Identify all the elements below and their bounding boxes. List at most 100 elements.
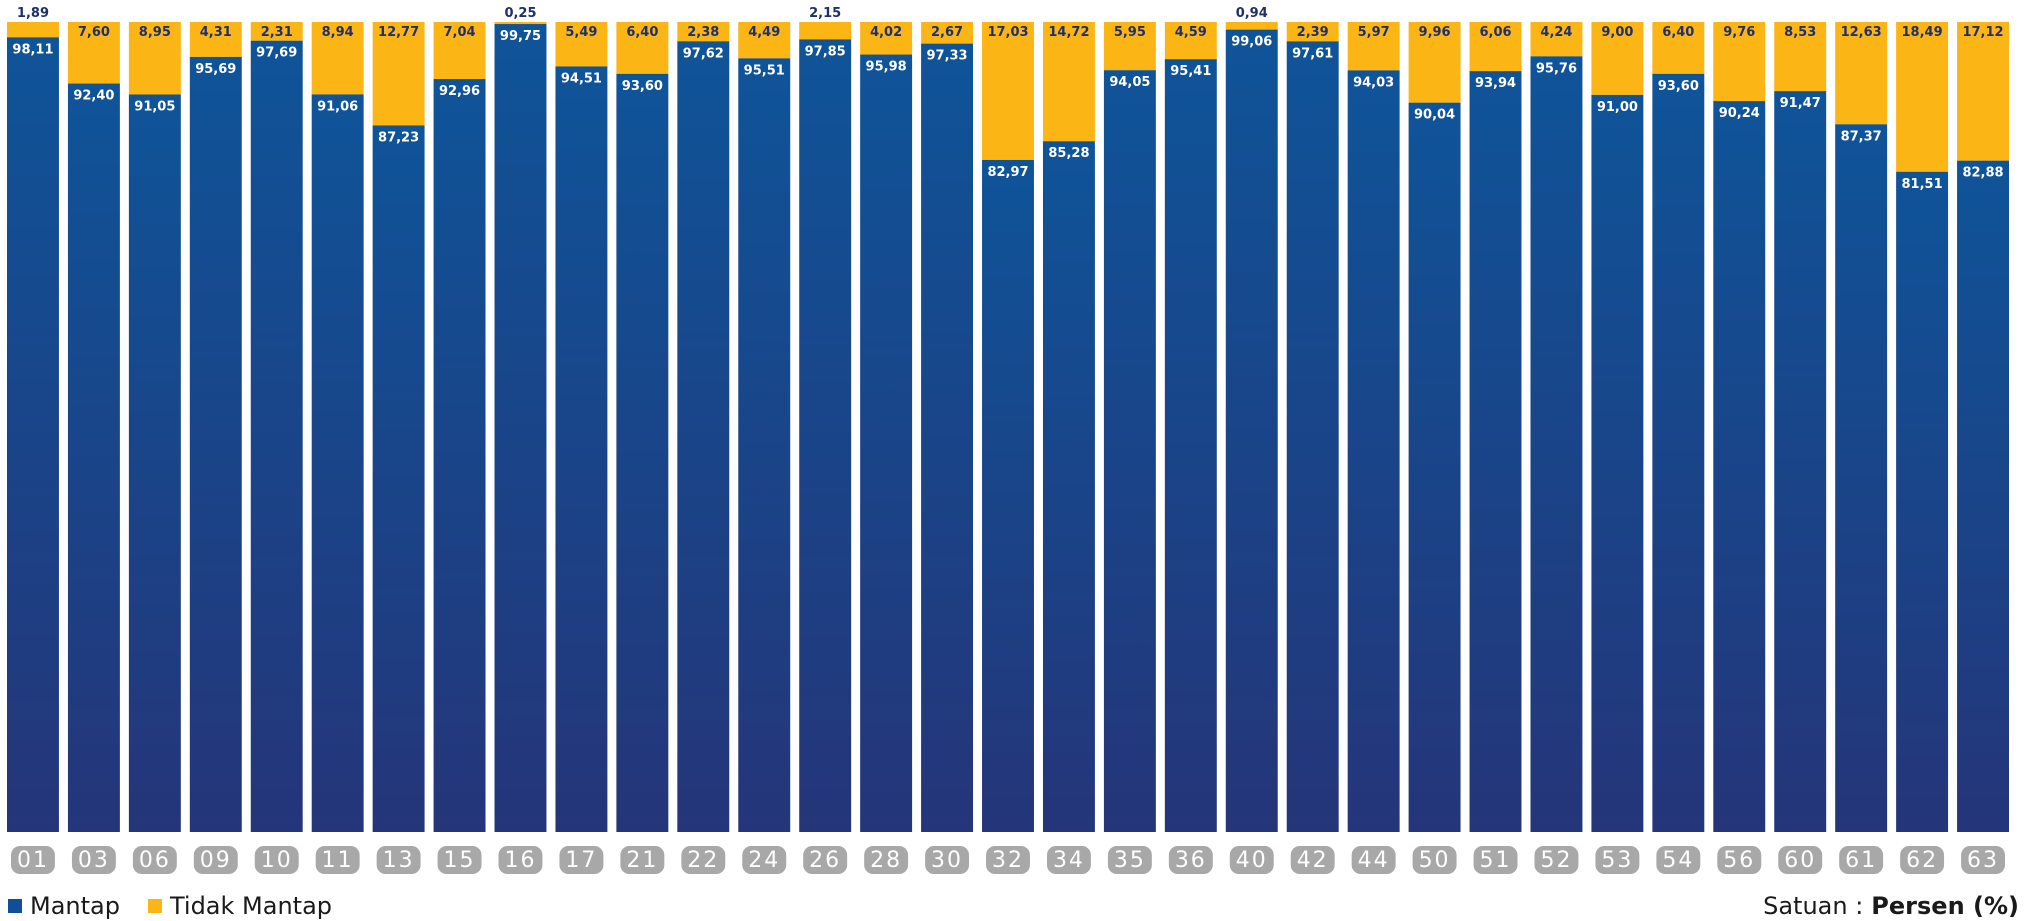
category-pill-63 <box>1961 846 2005 874</box>
label-mantap-26: 97,85 <box>805 44 846 59</box>
bar-tidak-mantap-01 <box>7 22 59 38</box>
bar-tidak-mantap-21 <box>616 22 669 74</box>
label-mantap-54: 93,60 <box>1658 79 1699 94</box>
category-label-60: 60 <box>1784 848 1816 873</box>
bar-tidak-mantap-42 <box>1286 22 1339 42</box>
category-label-10: 10 <box>261 848 293 873</box>
label-tidak-mantap-15: 7,04 <box>444 25 476 40</box>
bar-mantap-24 <box>738 58 791 832</box>
label-mantap-40: 99,06 <box>1231 35 1272 50</box>
category-label-21: 21 <box>626 848 658 873</box>
label-tidak-mantap-61: 12,63 <box>1841 25 1882 40</box>
label-mantap-52: 95,76 <box>1536 61 1577 76</box>
label-tidak-mantap-13: 12,77 <box>378 25 419 40</box>
category-pill-44 <box>1351 846 1396 874</box>
bar-tidak-mantap-13 <box>372 22 425 126</box>
label-tidak-mantap-40: 0,94 <box>1236 6 1268 21</box>
data-labels-layer: 1,89 98,11 7,60 92,40 8,95 91,05 4,31 95,69 2,31… <box>12 6 2003 192</box>
bar-mantap-15 <box>433 79 486 833</box>
bar-mantap-22 <box>677 41 730 832</box>
category-label-51: 51 <box>1480 848 1512 873</box>
category-pill-17 <box>559 846 604 874</box>
label-mantap-32: 82,97 <box>987 165 1028 180</box>
category-pill-01 <box>11 846 55 874</box>
category-label-28: 28 <box>870 848 902 873</box>
label-tidak-mantap-34: 14,72 <box>1048 25 1089 40</box>
bar-tidak-mantap-51 <box>1469 22 1522 72</box>
category-label-32: 32 <box>992 848 1024 873</box>
bar-tidak-mantap-35 <box>1103 22 1156 71</box>
category-label-63: 63 <box>1967 848 1999 873</box>
bar-tidak-mantap-16 <box>494 22 547 25</box>
category-label-54: 54 <box>1662 848 1694 873</box>
category-pill-28 <box>864 846 909 874</box>
category-label-11: 11 <box>322 848 354 873</box>
category-pill-15 <box>437 846 482 874</box>
bar-mantap-53 <box>1591 94 1644 832</box>
bar-mantap-17 <box>555 66 608 833</box>
label-tidak-mantap-26: 2,15 <box>809 6 841 21</box>
category-pill-30 <box>925 846 970 874</box>
label-mantap-35: 94,05 <box>1109 75 1150 90</box>
category-pill-50 <box>1412 846 1457 874</box>
bar-tidak-mantap-50 <box>1408 22 1461 103</box>
category-label-22: 22 <box>687 848 719 873</box>
label-mantap-61: 87,37 <box>1841 129 1882 144</box>
category-label-35: 35 <box>1114 848 1146 873</box>
label-tidak-mantap-09: 4,31 <box>200 25 232 40</box>
bar-mantap-16 <box>494 24 547 832</box>
category-pill-36 <box>1168 846 1213 874</box>
category-label-53: 53 <box>1601 848 1633 873</box>
bar-tidak-mantap-17 <box>555 22 608 67</box>
label-mantap-44: 94,03 <box>1353 75 1394 90</box>
bar-tidak-mantap-44 <box>1347 22 1400 71</box>
label-mantap-53: 91,00 <box>1597 100 1638 115</box>
category-label-09: 09 <box>200 848 232 873</box>
bar-tidak-mantap-30 <box>921 22 974 44</box>
category-label-52: 52 <box>1540 848 1572 873</box>
category-label-03: 03 <box>78 848 110 873</box>
bar-mantap-10 <box>250 40 303 832</box>
bar-mantap-09 <box>189 56 242 832</box>
category-label-30: 30 <box>931 848 963 873</box>
legend-item-tidak-mantap: Tidak Mantap <box>147 892 332 920</box>
bar-mantap-54 <box>1652 73 1705 833</box>
category-label-50: 50 <box>1419 848 1451 873</box>
label-tidak-mantap-10: 2,31 <box>261 25 293 40</box>
bar-mantap-01 <box>7 37 59 832</box>
label-tidak-mantap-62: 18,49 <box>1902 25 1943 40</box>
bar-mantap-44 <box>1347 70 1400 833</box>
label-tidak-mantap-50: 9,96 <box>1419 25 1451 40</box>
bars-layer <box>7 22 2009 833</box>
bar-tidak-mantap-24 <box>738 22 791 59</box>
label-mantap-56: 90,24 <box>1719 106 1760 121</box>
category-pill-52 <box>1534 846 1579 874</box>
label-tidak-mantap-11: 8,94 <box>322 25 354 40</box>
label-tidak-mantap-36: 4,59 <box>1175 25 1207 40</box>
bar-mantap-11 <box>311 94 364 832</box>
label-tidak-mantap-24: 4,49 <box>748 25 780 40</box>
label-tidak-mantap-22: 2,38 <box>687 25 719 40</box>
bar-mantap-30 <box>921 43 974 832</box>
label-tidak-mantap-30: 2,67 <box>931 25 963 40</box>
label-mantap-16: 99,75 <box>500 29 541 44</box>
category-pill-54 <box>1656 846 1701 874</box>
bar-tidak-mantap-61 <box>1835 22 1888 125</box>
label-mantap-13: 87,23 <box>378 130 419 145</box>
label-mantap-50: 90,04 <box>1414 108 1455 123</box>
category-pill-06 <box>132 846 177 874</box>
label-tidak-mantap-44: 5,97 <box>1358 25 1390 40</box>
category-label-62: 62 <box>1906 848 1938 873</box>
label-mantap-30: 97,33 <box>926 49 967 64</box>
bar-mantap-26 <box>799 39 852 833</box>
category-pill-35 <box>1107 846 1152 874</box>
category-pill-22 <box>681 846 726 874</box>
category-label-16: 16 <box>504 848 536 873</box>
bar-tidak-mantap-26 <box>799 22 852 40</box>
category-pill-13 <box>376 846 421 874</box>
bar-tidak-mantap-09 <box>189 22 242 57</box>
bar-mantap-51 <box>1469 71 1522 832</box>
bar-mantap-40 <box>1225 29 1278 832</box>
category-label-24: 24 <box>748 848 780 873</box>
label-tidak-mantap-06: 8,95 <box>139 25 171 40</box>
